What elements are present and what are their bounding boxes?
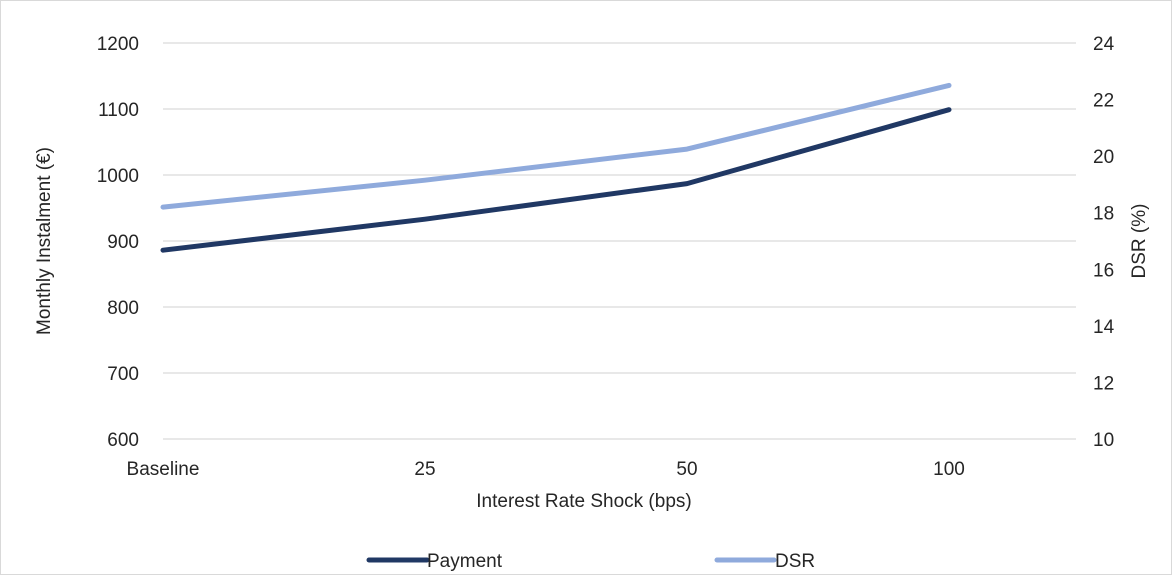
x-tick-label: 50 [676, 459, 697, 480]
y2-tick-label: 22 [1093, 91, 1114, 112]
legend-item-payment: Payment [366, 551, 503, 572]
x-tick-label: Baseline [127, 459, 200, 480]
legend-label-dsr: DSR [775, 551, 815, 572]
y2-tick-label: 12 [1093, 373, 1114, 394]
y-tick-label: 600 [107, 430, 139, 451]
y-axis-title: Monthly Instalment (€) [34, 147, 55, 335]
y2-tick-label: 16 [1093, 260, 1114, 281]
x-axis-ticks: Baseline 25 50 100 [127, 459, 965, 480]
y-tick-label: 800 [107, 298, 139, 319]
y-tick-label: 1100 [98, 100, 139, 121]
y-tick-label: 900 [107, 232, 139, 253]
y-tick-label: 1200 [97, 34, 139, 55]
series-line-payment [160, 107, 952, 253]
x-tick-label: 100 [933, 459, 965, 480]
y2-tick-label: 18 [1093, 204, 1114, 225]
y-tick-label: 1000 [97, 166, 139, 187]
series-lines [160, 82, 952, 253]
legend: Payment DSR [366, 551, 815, 572]
y2-tick-label: 10 [1093, 430, 1114, 451]
gridlines [163, 42, 1076, 440]
series-line-dsr [160, 82, 952, 210]
y2-tick-label: 24 [1093, 34, 1115, 55]
y2-axis-title: DSR (%) [1129, 204, 1150, 279]
y2-tick-label: 20 [1093, 147, 1114, 168]
legend-item-dsr: DSR [714, 551, 815, 572]
left-axis-ticks: 600 700 800 900 1000 1100 1200 [97, 34, 139, 451]
x-axis-title: Interest Rate Shock (bps) [476, 491, 691, 512]
x-tick-label: 25 [414, 459, 435, 480]
right-axis-ticks: 10 12 14 16 18 20 22 24 [1093, 34, 1115, 451]
y2-tick-label: 14 [1093, 317, 1115, 338]
legend-label-payment: Payment [427, 551, 503, 572]
y-tick-label: 700 [107, 364, 139, 385]
